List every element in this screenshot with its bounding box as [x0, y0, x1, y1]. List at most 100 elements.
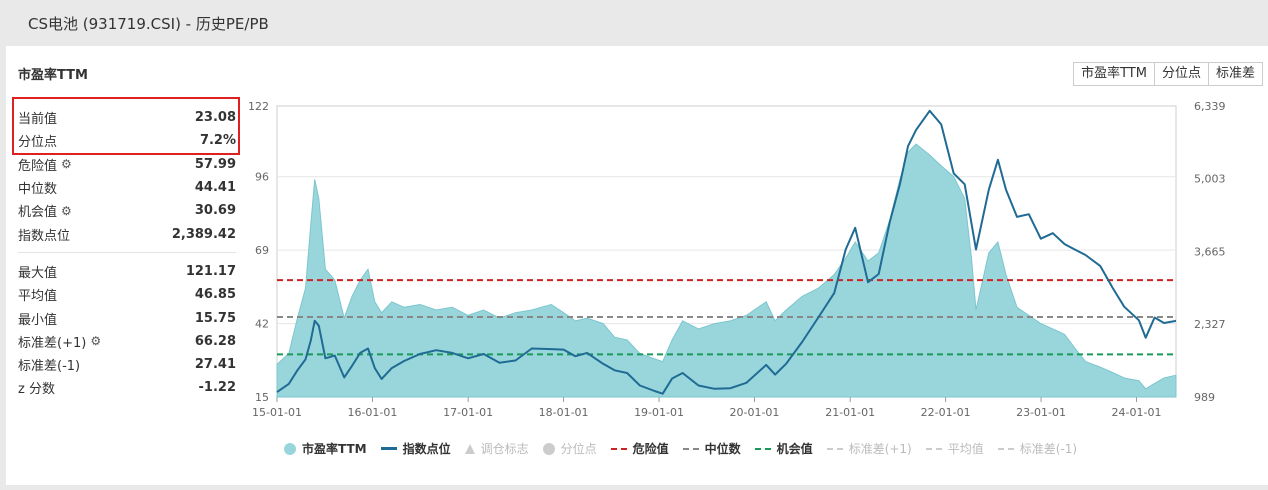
- legend-item[interactable]: 指数点位: [380, 440, 451, 457]
- legend-label: 机会值: [776, 442, 813, 456]
- stat-row: 标准差(+1) ⚙ 66.28: [18, 330, 236, 353]
- dash-icon: [610, 447, 627, 450]
- legend-item[interactable]: 调仓标志: [464, 440, 529, 457]
- stat-label-text: 标准差(-1): [18, 359, 81, 375]
- dash-icon: [925, 447, 942, 450]
- stat-label: z 分数: [18, 378, 55, 397]
- x-tick-label: 23-01-01: [1016, 406, 1066, 419]
- stat-label: 中位数: [18, 178, 57, 197]
- stat-label-text: 标准差(+1): [18, 335, 87, 351]
- stat-row: 中位数 44.41: [18, 176, 236, 199]
- stat-label-text: 最大值: [18, 265, 58, 281]
- stat-label-text: 最小值: [18, 312, 58, 328]
- stat-value: 44.41: [194, 180, 236, 196]
- dash-icon: [826, 447, 843, 450]
- stat-value: 23.08: [194, 110, 236, 126]
- x-tick-label: 19-01-01: [634, 406, 684, 419]
- stat-value: 121.17: [185, 263, 236, 279]
- stat-value: 30.69: [194, 203, 236, 219]
- y-right-tick-label: 2,327: [1194, 318, 1226, 331]
- line-icon: [380, 447, 397, 450]
- stat-label: 指数点位: [18, 225, 70, 244]
- chart-legend: 市盈率TTM 指数点位 调仓标志 分位点 危险值 中位数 机会值 标准差(+1) 平均值 标准差(…: [284, 440, 1091, 457]
- pe-chart: 15 42 69 96 122 989 2,327 3,665 5,003 6,339 15-01-…: [248, 100, 1226, 419]
- pe-area: [276, 143, 1177, 398]
- triangle-icon: [464, 443, 475, 454]
- legend-label: 指数点位: [402, 442, 451, 456]
- x-tick-label: 18-01-01: [539, 406, 589, 419]
- legend-item[interactable]: 市盈率TTM: [284, 440, 367, 457]
- legend-label: 市盈率TTM: [302, 442, 367, 456]
- metric-tabs: 市盈率TTM 分位点 标准差: [1073, 62, 1263, 86]
- x-tick-label: 17-01-01: [443, 406, 493, 419]
- stat-row: z 分数 -1.22: [18, 376, 236, 399]
- circle-icon: [542, 442, 555, 455]
- stat-label-text: 危险值: [18, 158, 58, 174]
- y-right-tick-label: 3,665: [1194, 245, 1226, 258]
- circle-icon: [284, 442, 296, 455]
- dash-icon: [682, 447, 699, 450]
- stat-label: 当前值: [18, 108, 57, 127]
- legend-item[interactable]: 平均值: [925, 440, 984, 457]
- stat-row: 机会值 ⚙ 30.69: [18, 199, 236, 222]
- stat-label-text: 指数点位: [18, 228, 71, 244]
- legend-item[interactable]: 标准差(+1): [826, 440, 912, 457]
- legend-label: 调仓标志: [480, 442, 529, 456]
- legend-item[interactable]: 危险值: [610, 440, 669, 457]
- legend-item[interactable]: 机会值: [754, 440, 813, 457]
- dash-icon: [997, 447, 1014, 450]
- stat-row: 平均值 46.85: [18, 283, 236, 306]
- stats-divider: [18, 252, 236, 253]
- legend-item[interactable]: 中位数: [682, 440, 741, 457]
- stat-label-text: 分位点: [18, 135, 58, 151]
- stat-row: 危险值 ⚙ 57.99: [18, 153, 236, 176]
- legend-label: 危险值: [632, 442, 669, 456]
- y-right-tick-label: 989: [1194, 391, 1215, 404]
- chart-card: 市盈率TTM 市盈率TTM 分位点 标准差 当前值 23.08 分位点 7.2% 危险值…: [6, 46, 1268, 485]
- y-right-tick-label: 6,339: [1194, 100, 1226, 113]
- stat-row: 标准差(-1) 27.41: [18, 353, 236, 376]
- stat-value: 15.75: [194, 310, 236, 326]
- stat-label: 标准差(-1): [18, 355, 80, 374]
- y-right-tick-label: 5,003: [1194, 173, 1226, 186]
- stat-row: 分位点 7.2%: [18, 129, 236, 152]
- stat-label-text: 中位数: [18, 182, 58, 198]
- legend-label: 标准差(+1): [848, 442, 912, 456]
- legend-label: 平均值: [947, 442, 984, 456]
- title-bar: CS电池 (931719.CSI) - 历史PE/PB: [0, 0, 1268, 46]
- gear-icon[interactable]: ⚙: [90, 334, 102, 349]
- stat-label-text: z 分数: [18, 382, 55, 398]
- y-left-tick-label: 15: [255, 391, 269, 404]
- stat-row: 最大值 121.17: [18, 260, 236, 283]
- stat-row: 指数点位 2,389.42: [18, 222, 236, 245]
- tab-std-dev[interactable]: 标准差: [1207, 62, 1263, 86]
- stat-label-text: 当前值: [18, 112, 58, 128]
- legend-label: 中位数: [704, 442, 741, 456]
- stat-label-text: 机会值: [18, 205, 58, 221]
- stat-value: 27.41: [194, 357, 236, 373]
- stat-label: 分位点: [18, 131, 57, 150]
- stat-value: 7.2%: [199, 133, 236, 149]
- stat-label: 机会值 ⚙: [18, 201, 72, 221]
- legend-item[interactable]: 标准差(-1): [997, 440, 1077, 457]
- stat-label-text: 平均值: [18, 289, 58, 305]
- gear-icon[interactable]: ⚙: [61, 157, 72, 172]
- y-left-tick-label: 122: [248, 100, 269, 113]
- x-tick-label: 16-01-01: [347, 406, 397, 419]
- stat-value: 2,389.42: [171, 226, 236, 242]
- stat-label: 最小值: [18, 309, 57, 328]
- stat-row: 当前值 23.08: [18, 106, 236, 129]
- stat-label: 危险值 ⚙: [18, 155, 72, 174]
- x-tick-label: 24-01-01: [1112, 406, 1162, 419]
- gear-icon[interactable]: ⚙: [61, 203, 72, 218]
- x-tick-label: 22-01-01: [921, 406, 971, 419]
- stat-value: 57.99: [194, 156, 236, 172]
- legend-item[interactable]: 分位点: [542, 440, 597, 457]
- x-tick-label: 21-01-01: [825, 406, 875, 419]
- stat-row: 最小值 15.75: [18, 306, 236, 329]
- x-tick-label: 20-01-01: [730, 406, 780, 419]
- stat-value: 66.28: [194, 333, 236, 349]
- index-line: [276, 109, 1177, 395]
- card-title: 市盈率TTM: [18, 68, 88, 83]
- stat-label: 标准差(+1) ⚙: [18, 332, 101, 351]
